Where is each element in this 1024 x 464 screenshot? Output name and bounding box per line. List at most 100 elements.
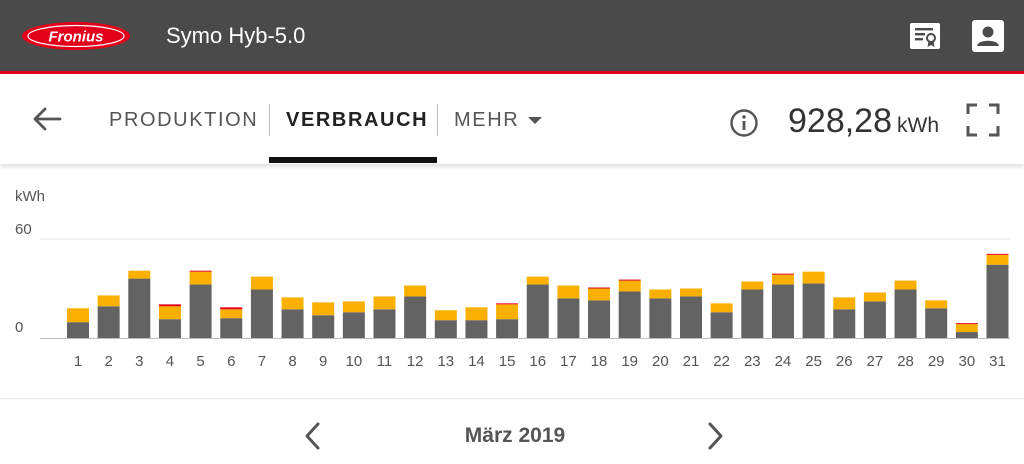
grid-consumption-bar[interactable] (250, 289, 273, 338)
logo-text: Fronius (49, 29, 104, 46)
grid-consumption-bar[interactable] (496, 319, 519, 338)
pv-consumption-bar[interactable] (189, 271, 212, 285)
tab-production[interactable]: PRODUKTION (109, 109, 259, 131)
pv-consumption-bar[interactable] (67, 308, 89, 323)
pv-consumption-bar[interactable] (281, 297, 304, 310)
pv-consumption-bar[interactable] (373, 296, 396, 310)
pv-consumption-bar[interactable] (741, 281, 764, 290)
grid-consumption-bar[interactable] (925, 308, 948, 338)
battery-consumption-bar[interactable] (955, 323, 978, 325)
pv-consumption-bar[interactable] (710, 303, 733, 313)
pv-consumption-bar[interactable] (465, 307, 488, 321)
pv-consumption-bar[interactable] (128, 270, 151, 279)
pv-consumption-bar[interactable] (649, 289, 672, 299)
grid-consumption-bar[interactable] (158, 319, 181, 338)
x-tick-label: 3 (135, 353, 143, 370)
grid-consumption-bar[interactable] (97, 306, 120, 338)
x-tick-label: 20 (652, 353, 669, 370)
grid-consumption-bar[interactable] (434, 320, 457, 338)
battery-consumption-bar[interactable] (220, 307, 243, 310)
previous-period-icon[interactable] (298, 420, 328, 452)
y-axis-unit-label: kWh (15, 188, 45, 205)
pv-consumption-bar[interactable] (588, 288, 611, 301)
battery-consumption-bar[interactable] (496, 303, 519, 305)
y-tick-label: 0 (15, 319, 23, 336)
pv-consumption-bar[interactable] (863, 292, 886, 302)
pv-consumption-bar[interactable] (894, 280, 917, 290)
grid-consumption-bar[interactable] (557, 298, 580, 338)
tab-consumption[interactable]: VERBRAUCH (286, 109, 429, 131)
x-tick-label: 10 (346, 353, 363, 370)
y-tick-label: 60 (15, 221, 32, 238)
grid-consumption-bar[interactable] (189, 284, 212, 338)
pv-consumption-bar[interactable] (925, 300, 948, 309)
grid-consumption-bar[interactable] (894, 289, 917, 338)
total-energy-unit: kWh (897, 114, 939, 137)
grid-consumption-bar[interactable] (342, 312, 365, 338)
grid-consumption-bar[interactable] (373, 309, 396, 338)
grid-consumption-bar[interactable] (710, 312, 733, 338)
pv-consumption-bar[interactable] (434, 310, 457, 321)
tab-more[interactable]: MEHR (454, 109, 520, 131)
pv-consumption-bar[interactable] (404, 285, 427, 297)
pv-consumption-bar[interactable] (158, 306, 181, 320)
pv-consumption-bar[interactable] (802, 271, 825, 284)
grid-consumption-bar[interactable] (986, 264, 1009, 338)
pv-consumption-bar[interactable] (833, 297, 856, 310)
x-tick-label: 21 (683, 353, 700, 370)
grid-consumption-bar[interactable] (526, 284, 549, 338)
fullscreen-icon[interactable] (965, 102, 1001, 138)
grid-consumption-bar[interactable] (741, 289, 764, 338)
x-tick-label: 6 (227, 353, 235, 370)
pv-consumption-bar[interactable] (986, 254, 1009, 265)
grid-consumption-bar[interactable] (680, 296, 702, 338)
x-tick-label: 16 (529, 353, 546, 370)
battery-consumption-bar[interactable] (158, 304, 181, 307)
grid-consumption-bar[interactable] (404, 296, 427, 338)
pv-consumption-bar[interactable] (496, 304, 519, 320)
battery-consumption-bar[interactable] (588, 287, 611, 289)
pv-consumption-bar[interactable] (771, 274, 794, 285)
pv-consumption-bar[interactable] (955, 324, 978, 333)
pv-consumption-bar[interactable] (557, 285, 580, 299)
battery-consumption-bar[interactable] (986, 253, 1009, 255)
grid-consumption-bar[interactable] (863, 301, 886, 338)
grid-consumption-bar[interactable] (128, 278, 151, 338)
grid-consumption-bar[interactable] (465, 320, 488, 338)
grid-consumption-bar[interactable] (67, 322, 89, 338)
pv-consumption-bar[interactable] (220, 309, 243, 319)
x-tick-label: 19 (621, 353, 638, 370)
pv-consumption-bar[interactable] (526, 276, 549, 285)
grid-consumption-bar[interactable] (220, 318, 243, 338)
grid-consumption-bar[interactable] (281, 309, 304, 338)
x-tick-label: 2 (104, 353, 112, 370)
grid-consumption-bar[interactable] (312, 315, 335, 338)
pv-consumption-bar[interactable] (250, 276, 273, 290)
grid-consumption-bar[interactable] (588, 300, 611, 338)
pv-consumption-bar[interactable] (680, 288, 702, 297)
pv-consumption-bar[interactable] (342, 301, 365, 313)
grid-consumption-bar[interactable] (955, 332, 978, 338)
info-icon[interactable] (729, 108, 759, 138)
battery-consumption-bar[interactable] (618, 279, 641, 281)
battery-consumption-bar[interactable] (771, 273, 794, 275)
period-label[interactable]: März 2019 (464, 424, 566, 447)
pv-consumption-bar[interactable] (97, 295, 120, 307)
grid-consumption-bar[interactable] (618, 291, 641, 338)
grid-consumption-bar[interactable] (771, 284, 794, 338)
x-tick-label: 27 (867, 353, 884, 370)
battery-consumption-bar[interactable] (189, 270, 212, 272)
grid-consumption-bar[interactable] (802, 283, 825, 338)
certificate-icon[interactable] (907, 18, 943, 54)
consumption-chart: kWh 60 0 1 2 3 4 5 6 7 8 9 10 11 12 13 14 15 16 17 18 19 20… (15, 188, 1010, 370)
back-arrow-icon[interactable] (30, 102, 64, 136)
x-tick-label: 15 (499, 353, 516, 370)
pv-consumption-bar[interactable] (312, 302, 335, 316)
chevron-down-icon[interactable] (528, 117, 542, 124)
account-icon[interactable] (970, 18, 1006, 54)
pv-consumption-bar[interactable] (618, 280, 641, 292)
tab-bar: PRODUKTION VERBRAUCH MEHR 928,28 kWh (0, 74, 1024, 164)
next-period-icon[interactable] (700, 420, 730, 452)
grid-consumption-bar[interactable] (649, 298, 672, 338)
grid-consumption-bar[interactable] (833, 309, 856, 338)
